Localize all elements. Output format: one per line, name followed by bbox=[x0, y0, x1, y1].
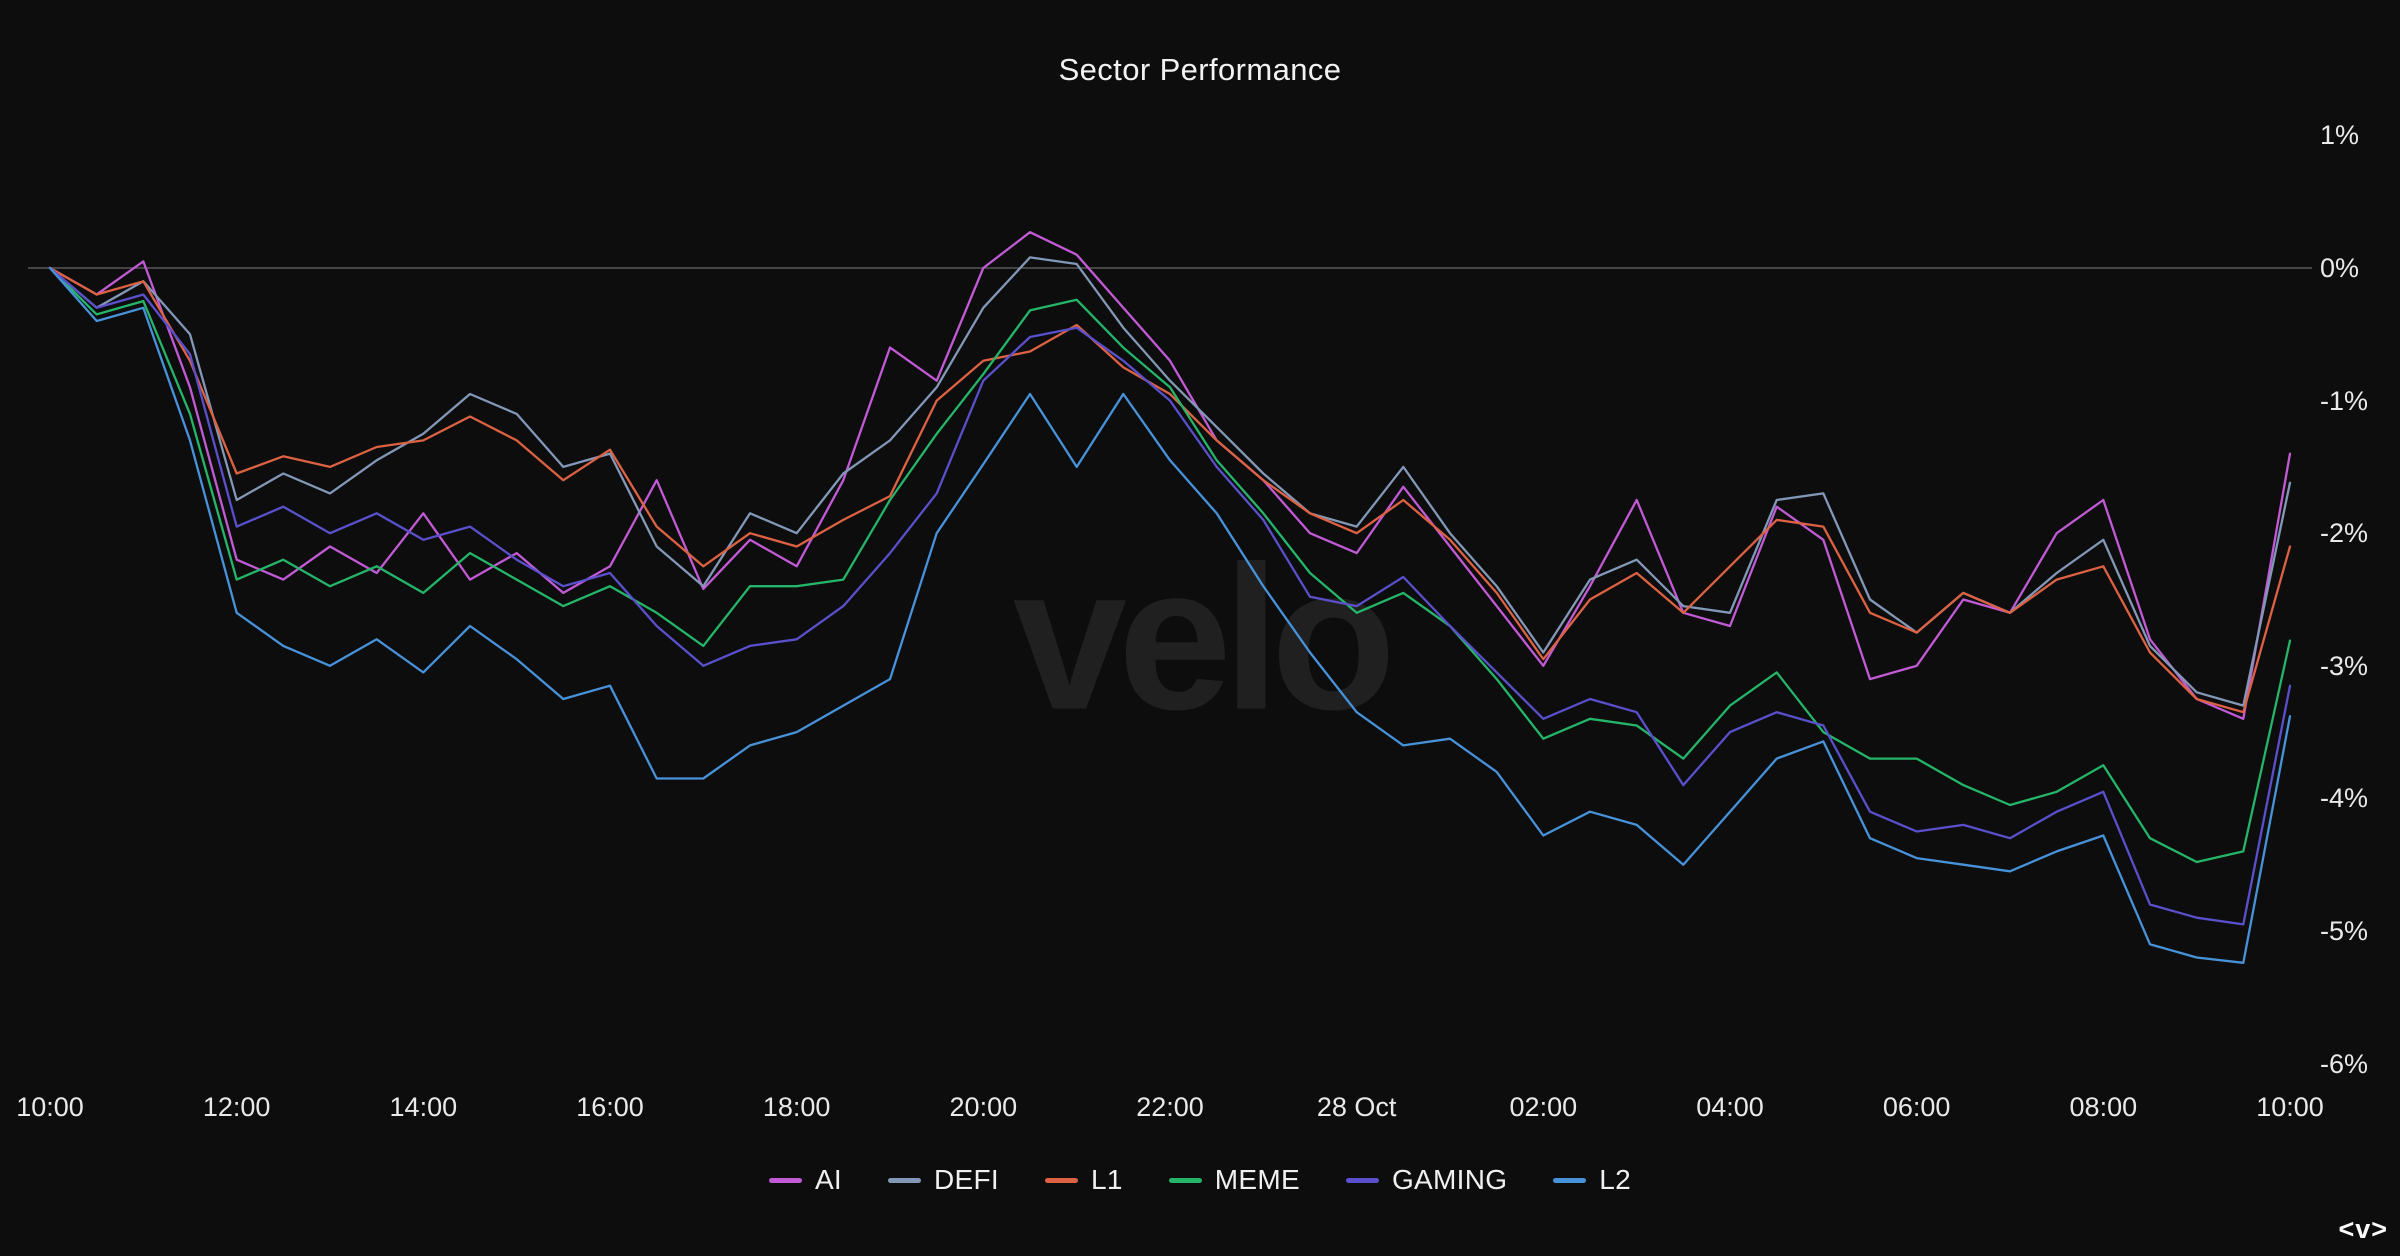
x-tick-label: 22:00 bbox=[1136, 1092, 1204, 1122]
x-tick-label: 14:00 bbox=[389, 1092, 458, 1122]
legend-swatch-icon bbox=[1553, 1177, 1587, 1183]
legend-item-l2[interactable]: L2 bbox=[1553, 1164, 1631, 1196]
x-tick-label: 16:00 bbox=[576, 1092, 644, 1122]
x-tick-label: 08:00 bbox=[2069, 1092, 2138, 1122]
x-tick-label: 12:00 bbox=[202, 1092, 271, 1122]
legend-item-meme[interactable]: MEME bbox=[1168, 1164, 1300, 1196]
series-line-l1 bbox=[48, 266, 2292, 714]
x-tick-label: 04:00 bbox=[1696, 1092, 1764, 1122]
legend-swatch-icon bbox=[888, 1177, 921, 1183]
legend-label: MEME bbox=[1214, 1164, 1300, 1195]
y-tick-label: 1% bbox=[2320, 120, 2360, 151]
legend-label: DEFI bbox=[934, 1164, 999, 1195]
velo-watermark: velo bbox=[1012, 523, 1396, 753]
y-tick-label: -5% bbox=[2320, 916, 2369, 946]
x-tick-label: 18:00 bbox=[762, 1092, 831, 1122]
legend-swatch-icon bbox=[1044, 1177, 1078, 1183]
series-line-gaming bbox=[48, 266, 2292, 926]
y-tick-label: -3% bbox=[2320, 650, 2369, 681]
legend-swatch-icon bbox=[768, 1177, 802, 1183]
x-tick-label: 28 Oct bbox=[1316, 1092, 1397, 1122]
y-tick-label: -4% bbox=[2320, 783, 2369, 814]
legend-swatch-icon bbox=[1345, 1177, 1379, 1183]
legend-label: AI bbox=[814, 1164, 842, 1195]
y-tick-label: -2% bbox=[2320, 518, 2369, 549]
legend: AI DEFI L1 MEME GAMING L2 bbox=[0, 1164, 2400, 1196]
series-line-ai bbox=[48, 231, 2292, 720]
velo-logo: <v> bbox=[2338, 1214, 2388, 1244]
series-line-defi bbox=[48, 256, 2292, 707]
x-tick-label: 02:00 bbox=[1509, 1092, 1578, 1122]
legend-label: L1 bbox=[1090, 1164, 1123, 1195]
legend-label: L2 bbox=[1599, 1164, 1632, 1195]
y-tick-label: -1% bbox=[2320, 385, 2369, 416]
x-tick-label: 10:00 bbox=[16, 1092, 84, 1122]
series-line-l2 bbox=[48, 266, 2292, 964]
chart-title: Sector Performance bbox=[1058, 52, 1342, 87]
legend-item-l1[interactable]: L1 bbox=[1044, 1164, 1123, 1196]
legend-swatch-icon bbox=[1168, 1177, 1202, 1183]
legend-item-ai[interactable]: AI bbox=[768, 1164, 842, 1196]
x-tick-label: 10:00 bbox=[2256, 1092, 2324, 1122]
y-tick-label: 0% bbox=[2320, 253, 2360, 283]
legend-label: GAMING bbox=[1391, 1164, 1508, 1195]
x-tick-label: 20:00 bbox=[949, 1092, 1018, 1122]
x-tick-label: 06:00 bbox=[1882, 1092, 1951, 1122]
y-tick-label: -6% bbox=[2320, 1048, 2369, 1079]
series-line-meme bbox=[48, 266, 2292, 864]
legend-item-gaming[interactable]: GAMING bbox=[1345, 1164, 1508, 1196]
legend-item-defi[interactable]: DEFI bbox=[888, 1164, 999, 1196]
